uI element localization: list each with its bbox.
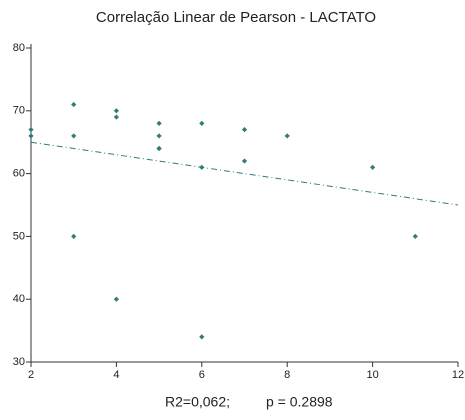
x-tick-label: 2 xyxy=(28,369,34,381)
y-tick-label: 40 xyxy=(13,293,25,305)
point xyxy=(199,334,205,340)
x-tick-label: 4 xyxy=(113,369,119,381)
y-tick-label: 50 xyxy=(13,230,25,242)
point xyxy=(412,233,418,239)
y-tick-label: 30 xyxy=(13,356,25,368)
point xyxy=(156,120,162,126)
point xyxy=(241,158,248,164)
point xyxy=(156,133,162,139)
point xyxy=(113,114,119,120)
x-tick-label: 8 xyxy=(284,369,290,381)
point xyxy=(284,133,290,139)
trend-line xyxy=(30,141,459,206)
annotation: p = 0.2898 xyxy=(266,394,333,410)
point xyxy=(71,233,77,239)
point xyxy=(199,120,205,126)
chart-title: Correlação Linear de Pearson - LACTATO xyxy=(96,9,376,26)
annotation: R2=0,062; xyxy=(165,394,230,410)
y-tick-label: 70 xyxy=(13,105,25,117)
x-tick-label: 10 xyxy=(366,369,378,381)
point xyxy=(241,127,248,133)
point xyxy=(113,108,119,114)
point xyxy=(156,145,162,152)
point xyxy=(71,133,77,139)
point xyxy=(71,101,77,108)
point xyxy=(28,133,34,139)
point xyxy=(28,127,34,133)
point xyxy=(113,296,119,302)
x-tick-label: 6 xyxy=(199,369,205,381)
y-tick-label: 80 xyxy=(13,42,25,54)
x-tick-label: 12 xyxy=(452,369,464,381)
y-tick-label: 60 xyxy=(13,168,25,180)
point xyxy=(370,164,376,170)
